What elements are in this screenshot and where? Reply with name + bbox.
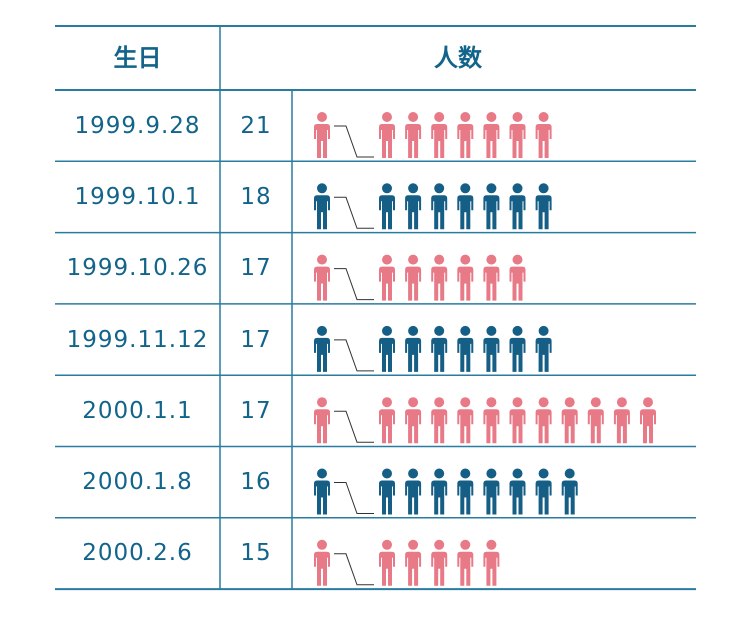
person-icon (431, 254, 448, 301)
person-icon (483, 468, 500, 515)
person-icon (431, 397, 448, 444)
person-icon (535, 325, 552, 372)
person-icon (405, 468, 422, 515)
count-cell: 21 (240, 112, 272, 139)
person-icon (314, 112, 330, 158)
person-icon (457, 183, 474, 230)
axis-break-mark (334, 268, 374, 301)
birthday-cell: 2000.1.8 (82, 469, 193, 496)
person-icon (535, 112, 552, 158)
person-icon (405, 183, 422, 230)
count-cell: 17 (240, 397, 272, 424)
person-icon-row (314, 183, 552, 230)
birthday-cell: 1999.9.28 (74, 112, 201, 139)
birthday-cell: 2000.1.1 (82, 397, 193, 424)
person-icon (379, 112, 395, 158)
axis-break-mark (334, 196, 374, 229)
person-icon (509, 254, 526, 301)
birthday-cell: 1999.11.12 (66, 326, 209, 353)
person-icon (457, 397, 474, 444)
person-icon (314, 539, 330, 586)
person-icon (457, 468, 474, 515)
person-icon (314, 397, 330, 444)
count-cell: 15 (240, 540, 272, 567)
person-icon (509, 397, 526, 444)
person-icon (405, 254, 422, 301)
person-icon (405, 325, 422, 372)
count-cell: 16 (240, 469, 272, 496)
person-icon (483, 539, 500, 586)
person-icon (483, 325, 500, 372)
person-icon (405, 397, 422, 444)
person-icon-row (314, 254, 526, 301)
person-icon (431, 468, 448, 515)
person-icon (561, 468, 578, 515)
person-icon (431, 112, 448, 158)
person-icon (457, 254, 474, 301)
person-icon (483, 112, 500, 158)
person-icon (405, 112, 422, 158)
person-icon (561, 397, 578, 444)
person-icon (431, 325, 448, 372)
person-icon (640, 397, 656, 444)
person-icon (535, 397, 552, 444)
person-icon (379, 325, 395, 372)
birthday-cell: 1999.10.26 (66, 255, 209, 282)
person-icon-row (314, 468, 578, 515)
axis-break-mark (334, 482, 374, 514)
person-icon (535, 468, 552, 515)
person-icon (509, 112, 526, 158)
birthday-cell: 1999.10.1 (74, 183, 201, 210)
person-icon-row (314, 325, 552, 372)
person-icon (431, 183, 448, 230)
person-icon (314, 254, 330, 301)
header-count: 人数 (434, 44, 482, 72)
person-icon (379, 539, 395, 586)
person-icon (457, 539, 474, 586)
person-icon-row (314, 397, 656, 444)
axis-break-mark (334, 125, 374, 158)
person-icon (509, 468, 526, 515)
person-icon (483, 183, 500, 230)
person-icon (535, 183, 552, 230)
person-icon (457, 112, 474, 158)
person-icon-row (314, 539, 500, 586)
person-icon (509, 183, 526, 230)
axis-break-mark (334, 339, 374, 372)
header-birthday: 生日 (113, 44, 162, 72)
count-cell: 17 (240, 326, 272, 353)
person-icon (379, 183, 395, 230)
person-icon (587, 397, 604, 444)
count-cell: 17 (240, 255, 272, 282)
person-icon (483, 397, 500, 444)
person-icon (379, 468, 395, 515)
axis-break-mark (334, 410, 374, 443)
person-icon (379, 254, 395, 301)
person-icon (405, 539, 422, 586)
person-icon (483, 254, 500, 301)
person-icon (314, 468, 330, 515)
person-icon (314, 183, 330, 230)
person-icon (509, 325, 526, 372)
person-icon (457, 325, 474, 372)
birthday-cell: 2000.2.6 (82, 540, 193, 567)
person-icon (613, 397, 630, 444)
count-cell: 18 (240, 183, 272, 210)
person-icon-row (314, 112, 552, 158)
person-icon (431, 539, 448, 586)
person-icon (379, 397, 395, 444)
axis-break-mark (334, 553, 374, 586)
person-icon (314, 325, 330, 372)
